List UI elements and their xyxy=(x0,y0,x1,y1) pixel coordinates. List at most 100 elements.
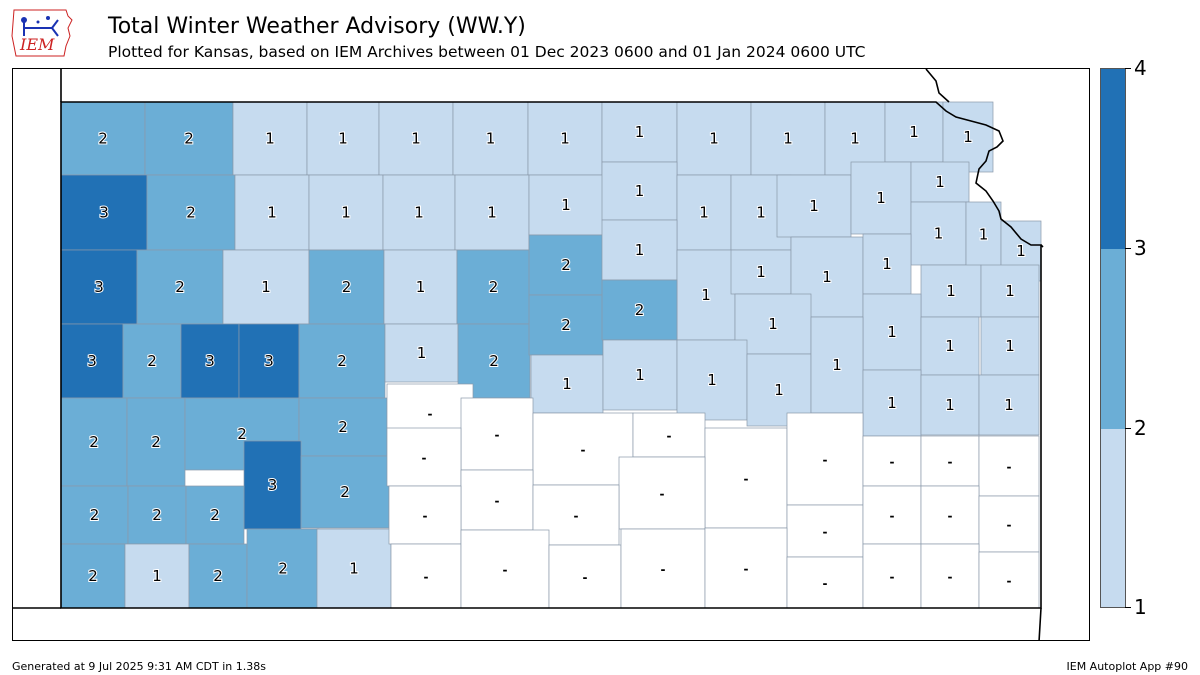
county-count-label: 2 xyxy=(175,278,185,296)
county-nil-label: - xyxy=(1007,574,1012,588)
county-count-label: 1 xyxy=(887,323,897,341)
colorbar-segment-1 xyxy=(1101,429,1125,607)
county-count-label: 2 xyxy=(213,567,223,585)
county xyxy=(460,397,534,471)
county-count-label: 1 xyxy=(963,128,973,146)
county-nil-label: - xyxy=(423,509,428,523)
county xyxy=(60,323,124,399)
map-subtitle: Plotted for Kansas, based on IEM Archive… xyxy=(108,43,866,61)
county-count-label: 1 xyxy=(701,286,711,304)
county-nil-label: - xyxy=(424,570,429,584)
county-count-label: 2 xyxy=(561,256,571,274)
county-count-label: 2 xyxy=(342,278,352,296)
county-count-label: 1 xyxy=(946,282,956,300)
county xyxy=(382,174,456,251)
county-count-label: 1 xyxy=(850,130,860,148)
county xyxy=(601,161,678,221)
county-nil-label: - xyxy=(503,563,508,577)
county xyxy=(234,174,310,251)
county-count-label: 2 xyxy=(151,433,161,451)
county xyxy=(920,374,980,436)
county-nil-label: - xyxy=(428,407,433,421)
county-count-label: 1 xyxy=(979,226,989,244)
county xyxy=(676,101,752,176)
county xyxy=(965,201,1002,268)
county xyxy=(308,174,384,251)
colorbar-tick xyxy=(1125,428,1131,429)
county-count-label: 3 xyxy=(264,352,274,370)
county-nil-label: - xyxy=(744,472,749,486)
county-count-label: 2 xyxy=(635,301,645,319)
county xyxy=(528,234,604,296)
county-count-label: 1 xyxy=(1005,282,1015,300)
colorbar xyxy=(1100,68,1126,608)
iem-logo: IEM xyxy=(8,6,78,60)
county-nil-label: - xyxy=(422,451,427,465)
county-nil-label: - xyxy=(890,509,895,523)
county-count-label: 1 xyxy=(562,375,572,393)
state-outlines xyxy=(13,69,1044,640)
county-count-label: 1 xyxy=(152,567,162,585)
county-count-label: 1 xyxy=(822,268,832,286)
county xyxy=(910,201,967,266)
county-count-label: 1 xyxy=(561,196,571,214)
county xyxy=(306,101,380,176)
county-nil-label: - xyxy=(667,429,672,443)
kansas-border xyxy=(60,101,1042,609)
county-count-label: 2 xyxy=(337,352,347,370)
county-count-label: 1 xyxy=(783,130,793,148)
county xyxy=(60,543,126,609)
county-count-label: 1 xyxy=(909,123,919,141)
county xyxy=(862,435,922,487)
county xyxy=(786,556,864,609)
county xyxy=(810,316,864,414)
county xyxy=(456,249,531,325)
county xyxy=(243,440,302,530)
county xyxy=(786,412,864,506)
county-count-label: 1 xyxy=(635,182,645,200)
county-count-label: 1 xyxy=(635,366,645,384)
county xyxy=(601,279,678,341)
county xyxy=(185,485,245,545)
county-nil-label: - xyxy=(1007,518,1012,532)
county-count-label: 1 xyxy=(560,130,570,148)
colorbar-label: 1 xyxy=(1134,595,1147,619)
county xyxy=(122,323,182,399)
colorbar-tick xyxy=(1125,68,1131,69)
county xyxy=(980,316,1040,376)
county xyxy=(146,174,236,251)
county-count-label: 1 xyxy=(338,130,348,148)
county xyxy=(126,397,186,487)
colorbar-segment-2 xyxy=(1101,249,1125,429)
county xyxy=(730,249,792,295)
county-count-label: 2 xyxy=(489,278,499,296)
counties-layer xyxy=(60,101,1042,609)
county xyxy=(676,174,732,251)
county-count-label: 1 xyxy=(417,344,427,362)
county-count-label: 3 xyxy=(268,476,278,494)
county-count-label: 2 xyxy=(88,567,98,585)
generated-timestamp: Generated at 9 Jul 2025 9:31 AM CDT in 1… xyxy=(12,660,266,673)
map-panel: 2 2 1 1 1 1 1 1 1 1 1 1 1 3 2 1 1 1 1 1 1 1 1 1 1 1 1 1 1 3 2 1 2 1 2 2 1 1 1 1… xyxy=(12,68,1090,641)
county-nil-label: - xyxy=(948,570,953,584)
county-nil-label: - xyxy=(1007,460,1012,474)
kansas-county-map: 2 2 1 1 1 1 1 1 1 1 1 1 1 3 2 1 1 1 1 1 1 1 1 1 1 1 1 1 1 3 2 1 2 1 2 2 1 1 1 1… xyxy=(13,69,1044,640)
county xyxy=(734,293,812,355)
county-count-label: 3 xyxy=(94,278,104,296)
iem-logo-graphic: IEM xyxy=(11,9,73,57)
colorbar-tick xyxy=(1125,248,1131,249)
county-count-label: 2 xyxy=(278,560,288,578)
county xyxy=(232,101,308,176)
county xyxy=(618,456,706,530)
county-count-label: 1 xyxy=(774,381,784,399)
county xyxy=(388,485,462,545)
county xyxy=(862,293,922,371)
county-nil-label: - xyxy=(823,453,828,467)
county xyxy=(316,528,392,609)
county-count-label: 1 xyxy=(267,204,277,222)
county-count-label: 1 xyxy=(341,204,351,222)
county-count-label: 2 xyxy=(338,418,348,436)
county xyxy=(920,485,980,545)
county xyxy=(528,174,604,236)
county-count-label: 2 xyxy=(152,506,162,524)
